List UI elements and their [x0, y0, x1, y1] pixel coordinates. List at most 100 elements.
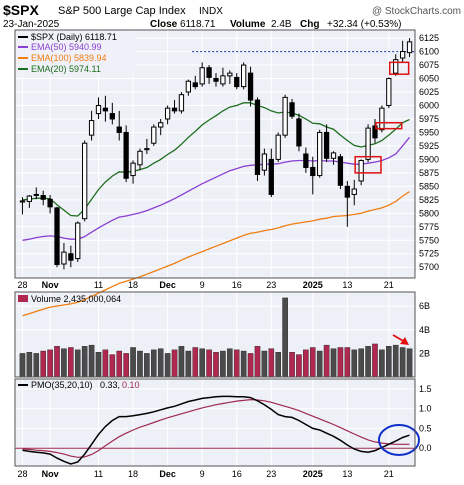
candle-body [68, 253, 74, 261]
x-tick-label-upper: 21 [384, 280, 394, 290]
volume-bar [81, 346, 88, 378]
candle-body [317, 131, 323, 177]
legend-volume: Volume 2,435,000,064 [31, 294, 121, 304]
x-tick-label-upper: 23 [266, 280, 276, 290]
volume-bar [54, 346, 60, 378]
y-axis-labels: 5700 5725 5750 5775 5800 5825 5850 5875 5900 5925… [419, 33, 439, 453]
candle-body [358, 159, 364, 182]
legend-pmo-signal: 0.10 [122, 380, 140, 390]
security-name: S&P 500 Large Cap Index [58, 5, 186, 17]
volume-bar [379, 349, 385, 378]
candle-body [95, 104, 102, 115]
candle-body [406, 41, 413, 54]
candle-body [144, 148, 150, 151]
candle-body [330, 152, 337, 159]
candle-body [116, 126, 122, 133]
volume-bar [282, 297, 288, 378]
ema50-line [22, 136, 411, 241]
date: 23-Jan-2025 [3, 19, 60, 30]
volume-bar [150, 349, 157, 378]
x-tick-label-lower: 9 [200, 469, 205, 479]
price-tick-label: 6125 [419, 33, 439, 43]
volume-label: Volume [230, 19, 266, 30]
volume-bar [261, 350, 268, 378]
candle-body [372, 125, 378, 139]
volume-bar [40, 350, 46, 378]
candle-body [158, 122, 164, 128]
volume-bar [399, 347, 406, 378]
volume-bar [144, 353, 150, 378]
candle-body [261, 153, 268, 171]
x-tick-label-upper: 2025 [303, 280, 323, 290]
volume-bars [19, 297, 413, 378]
volume-bar [74, 349, 81, 378]
candle-body [289, 102, 295, 117]
volume-bar [275, 352, 282, 378]
volume-bar [268, 348, 275, 378]
x-tick-label-upper: 13 [342, 280, 352, 290]
price-tick-label: 5750 [419, 235, 439, 245]
candle-body [351, 188, 357, 195]
x-tick-label-upper: 16 [232, 280, 242, 290]
candle-body [164, 107, 171, 120]
price-tick-label: 5900 [419, 154, 439, 164]
candle-body [241, 64, 247, 88]
candle-body [365, 127, 371, 160]
x-tick-label-upper: 18 [128, 280, 138, 290]
symbol: $SPX [3, 2, 39, 18]
candle-body [275, 134, 281, 160]
volume-bar [61, 348, 67, 378]
volume-bar [372, 343, 378, 378]
volume-bar [220, 350, 226, 378]
volume-bar [247, 353, 254, 378]
candle-body [171, 107, 178, 112]
price-tick-label: 6050 [419, 74, 439, 84]
volume-tick-label: 6B [419, 301, 430, 311]
candle-body [40, 195, 46, 200]
pmo-crossover-circle [378, 424, 420, 456]
candle-body [102, 107, 109, 112]
legend-ema50: EMA(50) 5940.99 [31, 42, 102, 52]
x-tick-label-lower: 23 [266, 469, 276, 479]
chg-label: Chg [300, 19, 319, 30]
volume-bar [123, 353, 129, 378]
candle-body [82, 142, 88, 220]
exchange: INDX [199, 6, 223, 17]
candle-body [178, 94, 185, 112]
volume-bar [254, 346, 261, 378]
price-tick-label: 5975 [419, 114, 439, 124]
candle-body [130, 162, 136, 177]
volume-bar [26, 352, 33, 378]
candle-body [386, 78, 392, 106]
volume-bar [88, 344, 95, 378]
price-tick-label: 5700 [419, 262, 439, 272]
gap-box-upper [388, 61, 410, 75]
candle-body [26, 195, 33, 202]
candle-body [199, 67, 205, 85]
ema100-line [22, 191, 410, 317]
legend-ema100: EMA(100) 5839.94 [31, 53, 107, 63]
candle-body [75, 222, 81, 260]
candle-body [296, 118, 302, 147]
candle-body [123, 131, 129, 179]
x-tick-label-lower: 2025 [303, 469, 323, 479]
candle-body [303, 153, 309, 168]
volume-bar [102, 349, 109, 378]
volume-bar [157, 348, 164, 378]
volume-bar [185, 350, 192, 378]
price-panel-border [14, 29, 416, 279]
legend-ema20: EMA(20) 5974.11 [31, 64, 101, 74]
x-tick-label-lower: 13 [342, 469, 352, 479]
candle-body [254, 99, 261, 175]
price-tick-label: 5875 [419, 168, 439, 178]
pmo-signal-line [22, 398, 410, 458]
volume-bar [337, 347, 344, 378]
volume-bar [47, 349, 53, 378]
x-tick-label-upper: Nov [42, 280, 59, 290]
pmo-tick-label: 0.0 [419, 443, 432, 453]
x-tick-label-lower: Dec [159, 469, 176, 479]
pmo-tick-label: 1.0 [419, 404, 432, 414]
volume-bar [309, 347, 316, 378]
pmo-line [22, 395, 410, 465]
